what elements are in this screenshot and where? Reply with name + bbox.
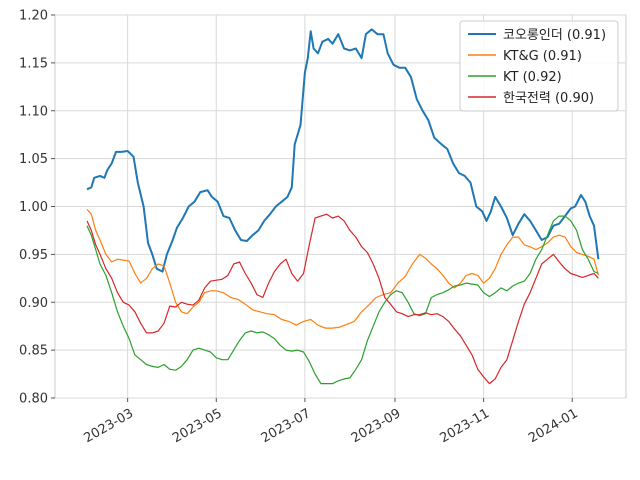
series-lines [86,28,600,385]
y-tick-label: 1.20 [19,9,48,24]
x-tick-label: 2023-03 [81,406,136,446]
legend: 코오롱인더 (0.91) KT&G (0.91) KT (0.92) 한국전력 (0.… [459,20,619,112]
series-line-2 [86,215,599,385]
y-tick-label: 1.00 [19,200,48,215]
y-tick-label: 1.05 [19,152,48,167]
y-tick-label: 0.95 [19,248,48,263]
legend-box [459,20,619,112]
x-tick-label: 2023-05 [170,406,225,446]
series-line-3 [86,213,599,385]
legend-label-0: 코오롱인더 (0.91) [503,28,606,43]
legend-label-3: 한국전력 (0.90) [503,91,594,106]
series-line-0 [86,28,600,273]
x-axis: 2023-03 2023-05 2023-07 2023-09 2023-11 2024-… [81,398,581,446]
x-tick-label: 2023-11 [437,406,492,446]
x-tick-label: 2024-01 [526,406,581,446]
y-tick-label: 1.15 [19,56,48,71]
series-line-1 [86,208,599,329]
legend-label-1: KT&G (0.91) [503,49,582,64]
x-tick-label: 2023-07 [259,406,314,446]
y-tick-label: 1.10 [19,104,48,119]
y-tick-label: 0.80 [19,392,48,407]
y-axis: 0.80 0.85 0.90 0.95 1.00 1.05 1.10 1.15 1.20 [19,9,55,407]
y-tick-label: 0.85 [19,344,48,359]
legend-label-2: KT (0.92) [503,70,562,85]
y-tick-label: 0.90 [19,296,48,311]
x-tick-label: 2023-09 [349,406,404,446]
